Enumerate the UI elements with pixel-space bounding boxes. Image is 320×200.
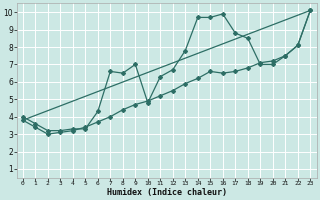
X-axis label: Humidex (Indice chaleur): Humidex (Indice chaleur) bbox=[107, 188, 227, 197]
